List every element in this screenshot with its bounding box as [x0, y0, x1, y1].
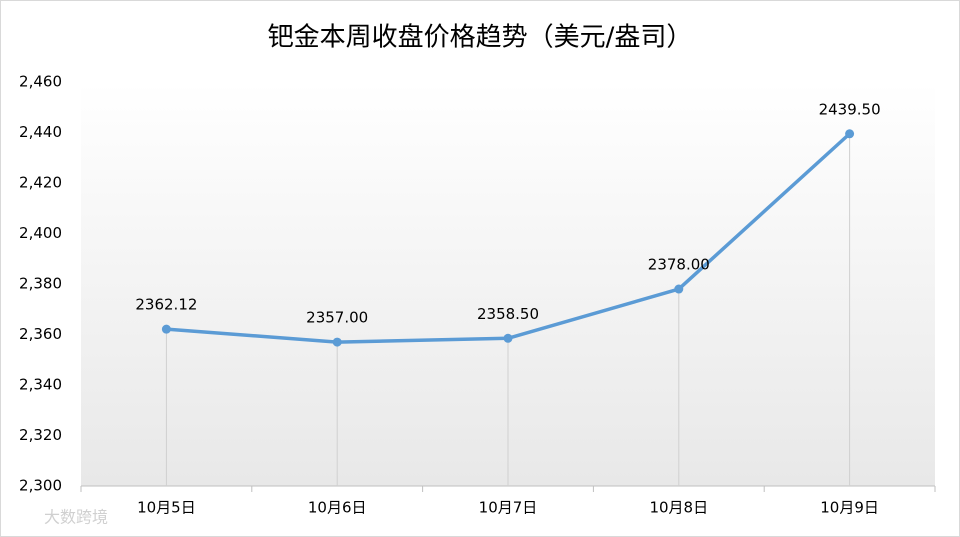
y-tick-label: 2,420: [19, 174, 62, 192]
watermark: 大数跨境: [44, 508, 108, 527]
y-tick-label: 2,380: [19, 275, 62, 293]
x-tick-label: 10月8日: [649, 499, 708, 517]
y-tick-label: 2,340: [19, 376, 62, 394]
x-tick-label: 10月9日: [820, 499, 879, 517]
y-tick-label: 2,400: [19, 224, 62, 242]
x-tick-label: 10月5日: [137, 499, 196, 517]
data-label: 2362.12: [135, 296, 197, 314]
point: [332, 337, 342, 347]
y-tick-label: 2,320: [19, 426, 62, 444]
y-tick-label: 2,360: [19, 325, 62, 343]
chart-title: 钯金本周收盘价格趋势（美元/盎司）: [268, 23, 693, 53]
data-label: 2378.00: [648, 256, 710, 274]
point: [674, 284, 684, 294]
data-label: 2357.00: [306, 309, 368, 327]
data-label: 2358.50: [477, 305, 539, 323]
y-tick-label: 2,460: [19, 73, 62, 91]
y-tick-label: 2,300: [19, 477, 62, 495]
x-tick-label: 10月6日: [308, 499, 367, 517]
x-tick-label: 10月7日: [479, 499, 538, 517]
y-tick-label: 2,440: [19, 123, 62, 141]
point: [503, 333, 513, 343]
point: [161, 324, 171, 334]
point: [845, 129, 855, 139]
data-label: 2439.50: [819, 100, 881, 118]
